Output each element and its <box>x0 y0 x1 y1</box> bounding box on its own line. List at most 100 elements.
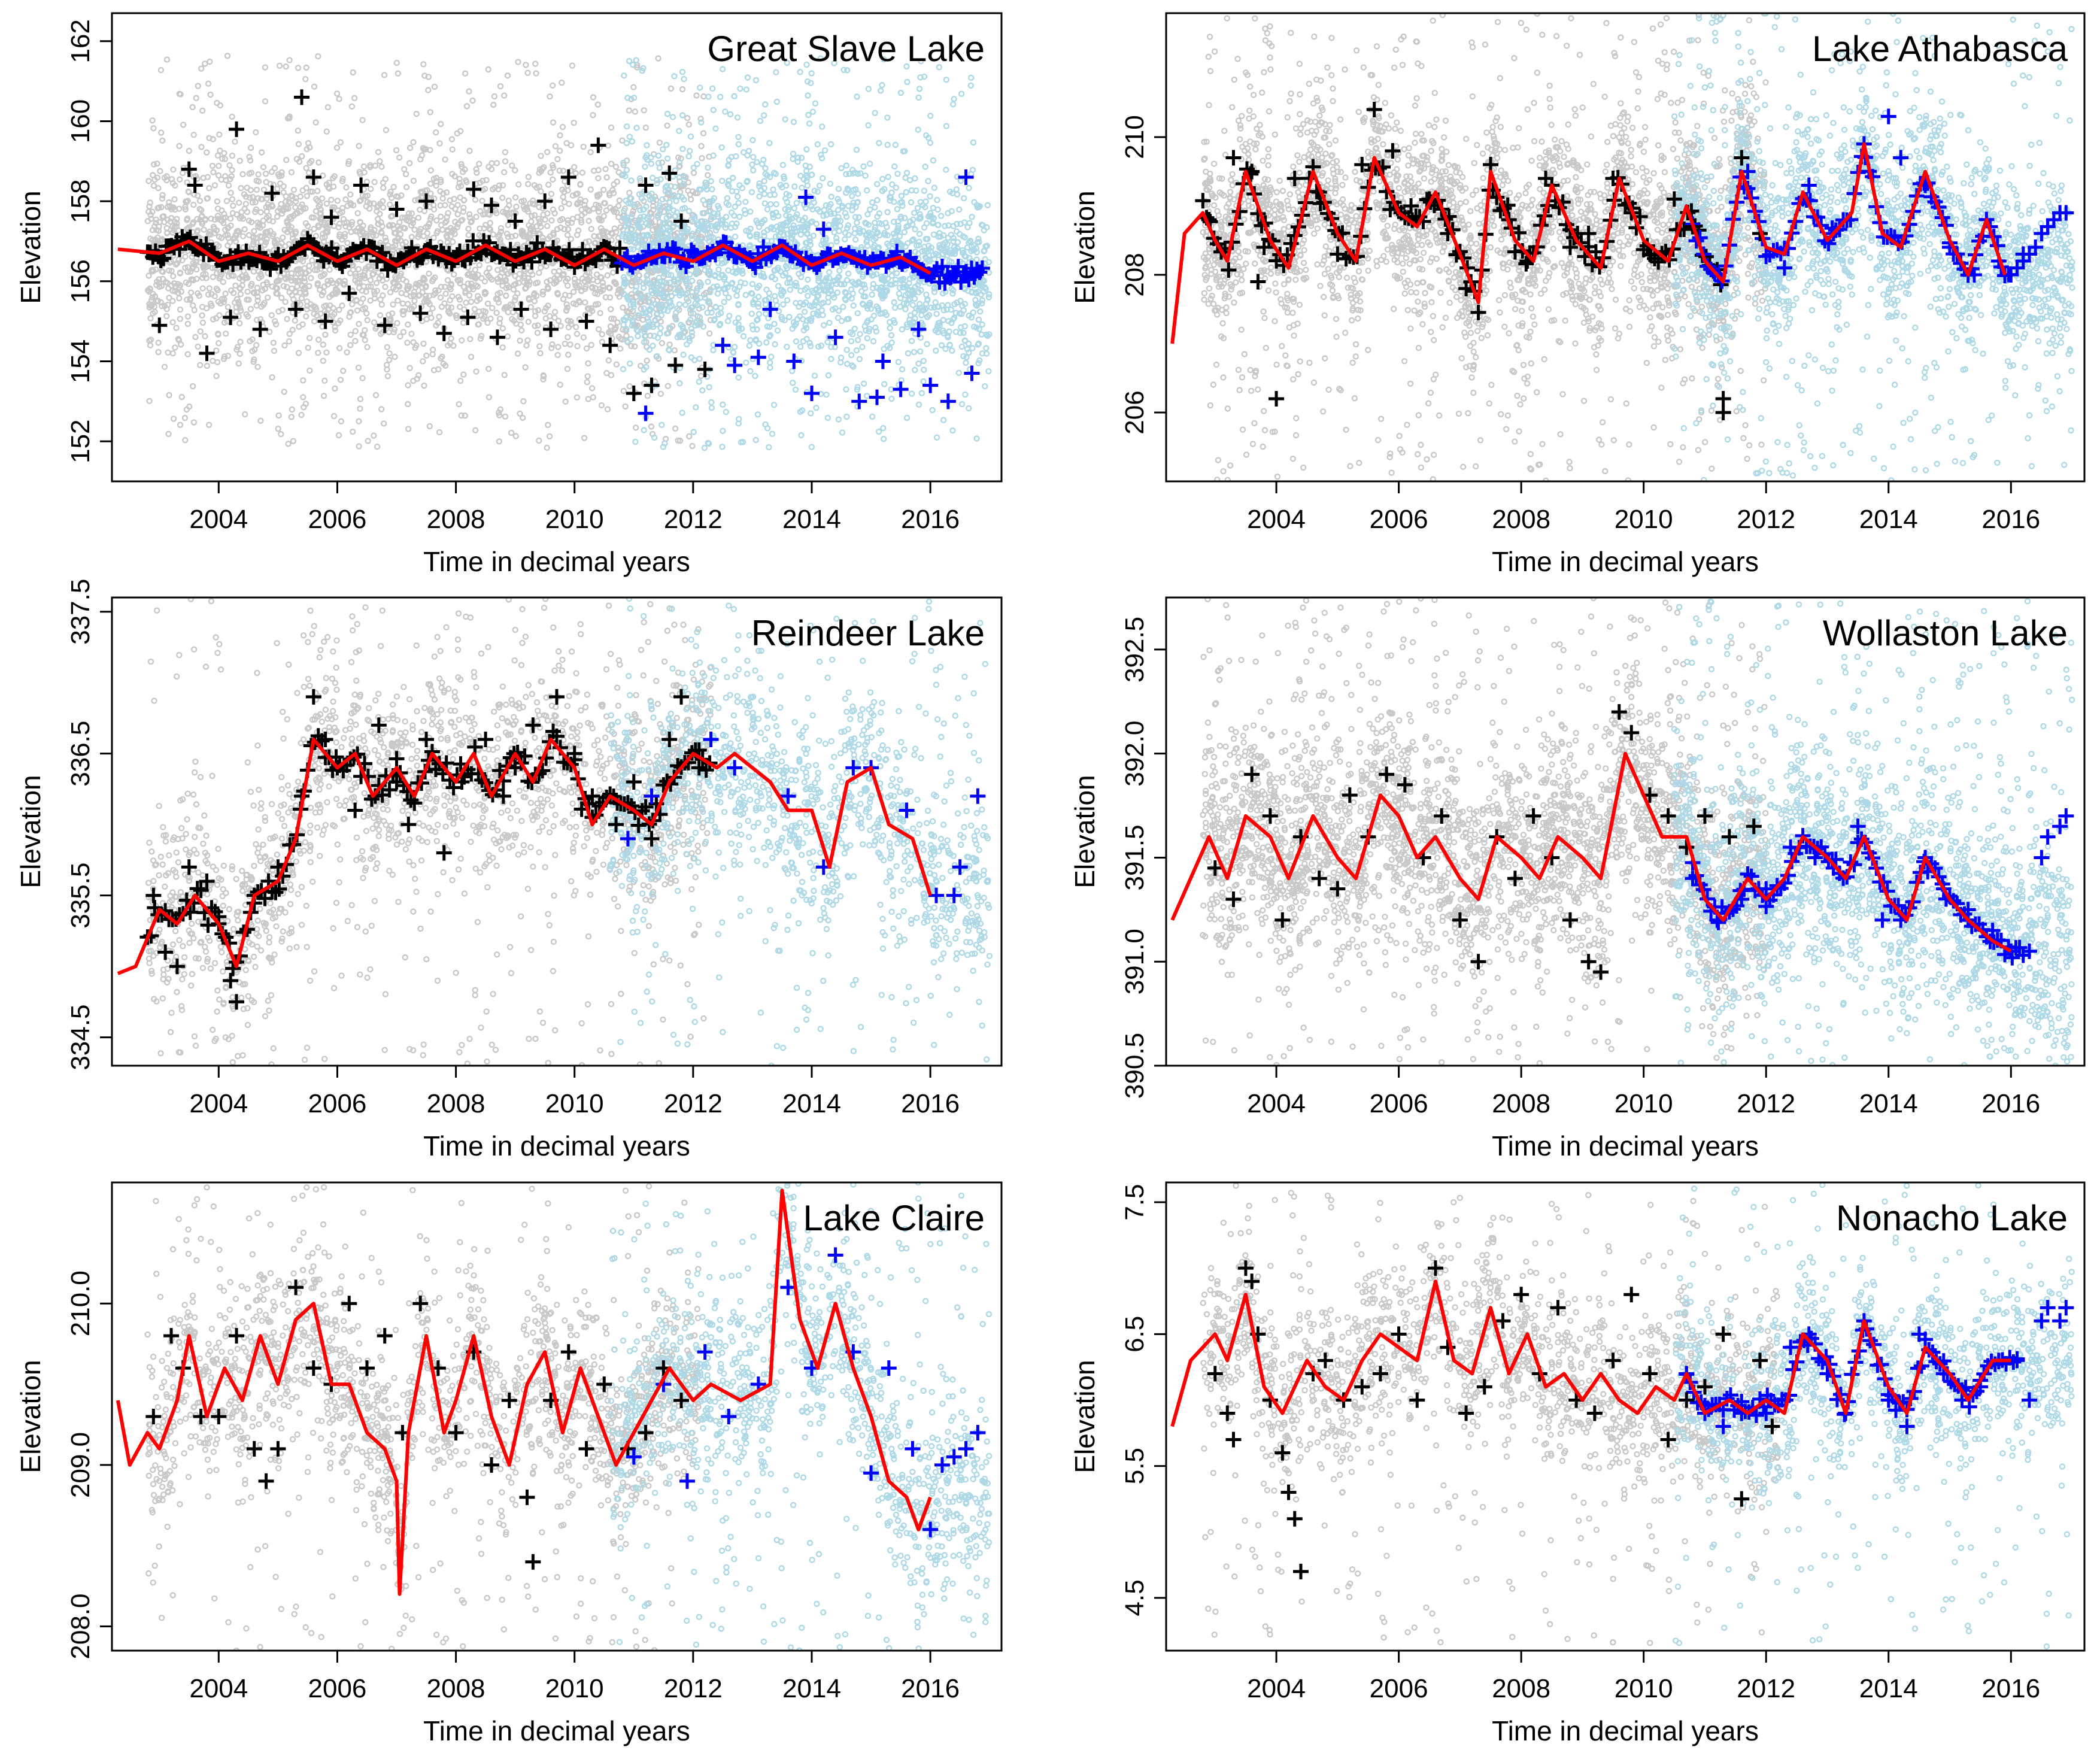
data-point <box>555 317 562 324</box>
data-point <box>581 202 588 208</box>
data-point <box>375 216 381 223</box>
data-point <box>356 320 362 327</box>
data-point <box>177 176 183 183</box>
data-point <box>427 190 434 197</box>
data-point <box>979 321 986 328</box>
data-point <box>248 281 255 287</box>
data-point <box>380 184 387 191</box>
data-point <box>195 227 201 234</box>
data-point <box>801 308 808 315</box>
data-point <box>353 296 360 304</box>
data-point <box>805 293 811 299</box>
data-point <box>443 218 450 225</box>
data-point <box>512 294 519 301</box>
data-point <box>865 122 872 129</box>
data-point <box>699 387 706 394</box>
data-point <box>319 234 326 241</box>
data-point <box>933 434 940 441</box>
data-point <box>462 290 469 296</box>
data-point <box>607 327 614 335</box>
data-point <box>396 154 403 161</box>
data-point <box>494 291 501 298</box>
data-point <box>620 304 626 311</box>
data-point <box>921 224 928 231</box>
data-point <box>326 266 333 273</box>
data-point <box>746 342 753 349</box>
data-point <box>449 171 456 177</box>
data-point <box>858 244 865 251</box>
data-point <box>742 199 749 205</box>
data-point <box>690 169 697 176</box>
data-point <box>384 344 390 350</box>
data-point <box>339 302 345 309</box>
data-point <box>631 343 638 350</box>
data-point <box>785 207 792 213</box>
data-point <box>209 265 216 271</box>
data-point <box>229 167 235 174</box>
data-point <box>555 344 562 350</box>
data-point <box>657 390 664 397</box>
data-point <box>602 166 609 172</box>
data-point <box>244 289 251 295</box>
data-point <box>477 225 483 232</box>
data-point <box>159 236 165 242</box>
data-point <box>186 189 192 196</box>
data-point <box>459 163 465 170</box>
data-point <box>242 201 249 207</box>
data-point <box>315 53 321 60</box>
data-point <box>958 401 966 408</box>
data-point <box>386 357 393 363</box>
data-point <box>719 444 726 450</box>
data-point <box>421 72 428 79</box>
data-point <box>806 339 813 347</box>
data-point <box>232 231 239 238</box>
data-point <box>176 90 183 98</box>
data-point <box>288 277 295 284</box>
data-point <box>924 248 931 255</box>
data-point <box>411 298 418 304</box>
data-point <box>423 292 429 299</box>
data-point <box>917 74 924 81</box>
data-point <box>597 232 603 239</box>
data-point <box>545 235 551 242</box>
data-point <box>230 272 237 279</box>
data-point <box>202 333 208 339</box>
data-point <box>330 290 337 297</box>
data-point <box>253 129 259 136</box>
data-point <box>224 232 231 238</box>
data-point <box>295 350 302 356</box>
data-point <box>813 405 820 411</box>
data-point <box>573 330 581 337</box>
data-point <box>658 421 665 428</box>
data-point <box>969 214 975 220</box>
data-point <box>457 128 464 135</box>
data-point <box>679 145 686 153</box>
data-point <box>928 304 934 311</box>
data-point <box>888 189 895 196</box>
data-point <box>565 275 571 282</box>
data-point <box>915 94 922 101</box>
data-point <box>290 186 298 193</box>
data-point <box>147 302 154 309</box>
data-point <box>447 297 453 304</box>
data-point <box>377 296 384 303</box>
data-point <box>538 265 544 271</box>
data-point <box>336 95 342 102</box>
data-point <box>323 200 330 207</box>
data-point <box>420 358 426 365</box>
data-point <box>384 373 392 380</box>
data-point <box>364 344 371 350</box>
data-point <box>708 405 715 411</box>
data-point <box>279 307 286 313</box>
data-point <box>611 316 617 322</box>
data-point <box>605 284 612 291</box>
data-point <box>912 330 919 337</box>
data-point <box>180 169 186 177</box>
data-point <box>921 187 928 194</box>
data-point <box>200 271 207 278</box>
data-point <box>458 161 465 168</box>
data-point <box>950 223 957 229</box>
data-point <box>526 231 532 238</box>
data-point <box>939 302 946 309</box>
data-point <box>344 349 350 356</box>
